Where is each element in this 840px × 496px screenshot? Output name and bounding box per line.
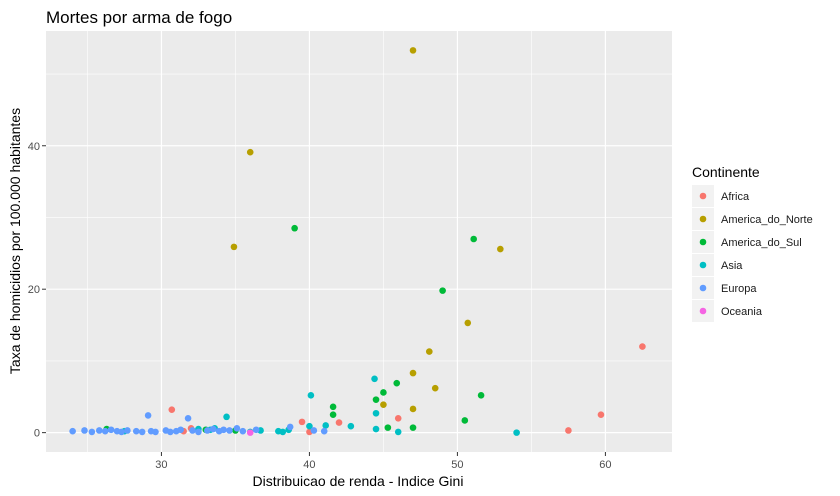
legend-swatch [699,284,707,292]
legend-label: America_do_Norte [721,214,813,226]
plot-panel [46,31,672,452]
data-point [177,426,184,434]
data-point [223,413,230,421]
data-point [107,426,115,434]
data-point [347,422,355,430]
axes: 30 40 50 60 0 20 40 [28,141,612,471]
data-point [152,428,159,436]
data-point [393,379,401,387]
data-point [597,411,605,419]
y-tick-label: 0 [34,428,40,440]
data-point [565,427,572,434]
data-point [144,412,152,419]
data-point [246,148,254,156]
data-point [298,418,306,426]
data-point [329,411,337,419]
legend-label: Africa [721,191,750,203]
data-point [380,401,387,408]
legend-title: Continente [692,164,760,180]
data-point [329,403,337,411]
legend-label: America_do_Sul [721,237,802,249]
x-tick-label: 60 [599,459,611,471]
data-point [335,419,343,426]
data-point [320,427,328,435]
data-point [409,405,417,413]
data-point [431,384,439,392]
data-point [220,426,227,434]
data-point [246,429,254,436]
data-point [88,428,96,436]
data-point [252,426,260,434]
data-point [204,427,211,434]
data-point [279,428,287,436]
data-point [372,409,380,417]
data-point [226,427,233,434]
x-tick-label: 50 [451,459,463,471]
data-point [118,428,125,436]
data-point [310,427,318,434]
data-point [409,424,417,431]
data-point [394,414,402,422]
legend-swatch [699,238,707,246]
y-tick-label: 20 [28,284,40,296]
x-tick-label: 40 [303,459,315,471]
data-point [384,424,392,431]
legend-swatch [699,307,707,315]
x-tick-label: 30 [155,459,167,471]
data-point [372,425,380,433]
y-tick-label: 40 [28,141,40,153]
legend-label: Oceania [721,306,763,318]
data-point [132,427,140,435]
data-point [372,396,380,403]
y-axis-label: Taxa de homicidios por 100.000 habitante… [7,108,23,374]
data-point [639,343,646,350]
chart-title: Mortes por arma de fogo [46,8,232,27]
data-point [95,427,103,434]
data-point [470,235,477,243]
data-point [286,423,294,431]
data-point [322,422,330,429]
data-point [425,348,433,355]
data-point [497,245,504,253]
data-point [101,427,109,435]
data-point [409,369,417,377]
legend-swatch [699,192,707,200]
data-point [439,287,446,294]
data-point [230,243,238,251]
data-point [184,414,192,422]
data-point [291,224,298,232]
legend: Continente Africa America_do_Norte America… [692,164,813,322]
data-point [513,429,520,436]
data-point [307,392,315,399]
x-axis-label: Distribuicao de renda - Indice Gini [253,473,464,489]
data-point [138,428,146,436]
data-point [195,428,202,436]
data-point [239,427,247,435]
legend-label: Asia [721,260,743,272]
data-point [69,427,76,435]
data-point [477,392,485,399]
data-point [394,428,402,436]
data-point [81,427,88,434]
data-point [209,425,217,433]
data-point [461,417,469,424]
data-point [167,428,174,436]
data-points [69,47,646,436]
data-point [464,319,472,327]
data-point [380,389,387,396]
data-point [371,375,378,383]
legend-swatch [699,261,707,269]
data-point [306,422,313,430]
legend-swatch [699,215,707,223]
data-point [124,427,131,434]
data-point [189,427,196,434]
data-point [168,406,176,413]
data-point [409,47,417,54]
data-point [233,425,241,432]
legend-label: Europa [721,283,757,295]
